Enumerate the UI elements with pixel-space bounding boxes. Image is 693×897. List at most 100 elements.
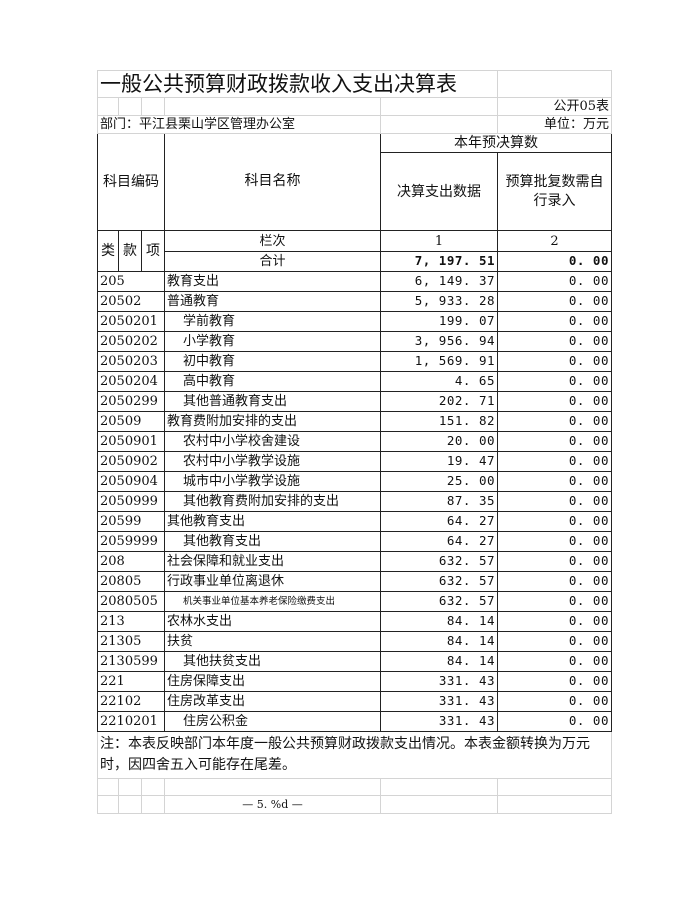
row-col1: 331. 43: [380, 691, 498, 712]
row-name: 小学教育: [164, 331, 381, 352]
department: 部门：平江县栗山学区管理办公室: [97, 115, 381, 134]
row-name: 初中教育: [164, 351, 381, 372]
row-name: 机关事业单位基本养老保险缴费支出: [164, 591, 381, 612]
header-code: 科目编码: [97, 133, 165, 231]
table-row: 221 住房保障支出 331. 43 0. 00: [97, 671, 612, 692]
row-col2: 0. 00: [497, 471, 612, 492]
row-name: 住房公积金: [164, 711, 381, 732]
row-code: 21305: [97, 631, 165, 652]
table-row: 2050202 小学教育 3, 956. 94 0. 00: [97, 331, 612, 352]
row-code: 2050202: [97, 331, 165, 352]
col2-no: 2: [497, 230, 612, 252]
row-col1: 84. 14: [380, 611, 498, 632]
row-col1: 5, 933. 28: [380, 291, 498, 312]
header-name: 科目名称: [164, 133, 381, 231]
row-col2: 0. 00: [497, 451, 612, 472]
header-xiang: 项: [141, 230, 165, 272]
header-col1: 决算支出数据: [380, 152, 498, 231]
row-col1: 64. 27: [380, 511, 498, 532]
row-col1: 87. 35: [380, 491, 498, 512]
row-code: 20502: [97, 291, 165, 312]
total-col2: 0. 00: [497, 251, 612, 272]
table-row: 208 社会保障和就业支出 632. 57 0. 00: [97, 551, 612, 572]
row-name: 住房保障支出: [164, 671, 381, 692]
row-col1: 202. 71: [380, 391, 498, 412]
row-col2: 0. 00: [497, 411, 612, 432]
table-row: 2050204 高中教育 4. 65 0. 00: [97, 371, 612, 392]
row-col1: 632. 57: [380, 571, 498, 592]
row-name: 住房改革支出: [164, 691, 381, 712]
row-col1: 4. 65: [380, 371, 498, 392]
page-title: 一般公共预算财政拨款收入支出决算表: [97, 70, 498, 98]
row-name: 农村中小学校舍建设: [164, 431, 381, 452]
row-code: 2050904: [97, 471, 165, 492]
table-row: 20509 教育费附加安排的支出 151. 82 0. 00: [97, 411, 612, 432]
row-col2: 0. 00: [497, 711, 612, 732]
column-no-label: 栏次: [164, 230, 381, 252]
row-col1: 19. 47: [380, 451, 498, 472]
row-code: 2050204: [97, 371, 165, 392]
row-col1: 632. 57: [380, 591, 498, 612]
table-row: 2050201 学前教育 199. 07 0. 00: [97, 311, 612, 332]
table-row: 205 教育支出 6, 149. 37 0. 00: [97, 271, 612, 292]
row-name: 行政事业单位离退休: [164, 571, 381, 592]
table-row: 22102 住房改革支出 331. 43 0. 00: [97, 691, 612, 712]
row-col1: 1, 569. 91: [380, 351, 498, 372]
row-col2: 0. 00: [497, 511, 612, 532]
table-row: 2210201 住房公积金 331. 43 0. 00: [97, 711, 612, 732]
row-col2: 0. 00: [497, 691, 612, 712]
row-col1: 84. 14: [380, 651, 498, 672]
total-col1: 7, 197. 51: [380, 251, 498, 272]
row-name: 教育费附加安排的支出: [164, 411, 381, 432]
row-col2: 0. 00: [497, 291, 612, 312]
row-col2: 0. 00: [497, 571, 612, 592]
row-col2: 0. 00: [497, 631, 612, 652]
row-name: 其他教育费附加安排的支出: [164, 491, 381, 512]
row-name: 高中教育: [164, 371, 381, 392]
unit: 单位：万元: [497, 115, 612, 134]
row-name: 学前教育: [164, 311, 381, 332]
row-col1: 25. 00: [380, 471, 498, 492]
row-name: 城市中小学教学设施: [164, 471, 381, 492]
row-name: 社会保障和就业支出: [164, 551, 381, 572]
row-col2: 0. 00: [497, 491, 612, 512]
row-col1: 6, 149. 37: [380, 271, 498, 292]
row-col1: 64. 27: [380, 531, 498, 552]
row-name: 农村中小学教学设施: [164, 451, 381, 472]
col1-no: 1: [380, 230, 498, 252]
row-col1: 151. 82: [380, 411, 498, 432]
row-name: 教育支出: [164, 271, 381, 292]
row-code: 2080505: [97, 591, 165, 612]
row-col2: 0. 00: [497, 531, 612, 552]
table-row: 2050203 初中教育 1, 569. 91 0. 00: [97, 351, 612, 372]
row-code: 20599: [97, 511, 165, 532]
row-code: 2059999: [97, 531, 165, 552]
row-name: 农林水支出: [164, 611, 381, 632]
row-col1: 3, 956. 94: [380, 331, 498, 352]
row-code: 2050999: [97, 491, 165, 512]
row-name: 其他教育支出: [164, 511, 381, 532]
table-row: 213 农林水支出 84. 14 0. 00: [97, 611, 612, 632]
table-row: 21305 扶贫 84. 14 0. 00: [97, 631, 612, 652]
row-code: 213: [97, 611, 165, 632]
row-code: 2050902: [97, 451, 165, 472]
footnote: 注：本表反映部门本年度一般公共预算财政拨款支出情况。本表金额转换为万元时，因四舍…: [97, 731, 612, 779]
row-col2: 0. 00: [497, 431, 612, 452]
row-name: 扶贫: [164, 631, 381, 652]
row-code: 2050299: [97, 391, 165, 412]
table-row: 2050902 农村中小学教学设施 19. 47 0. 00: [97, 451, 612, 472]
row-col2: 0. 00: [497, 271, 612, 292]
table-row: 2050901 农村中小学校舍建设 20. 00 0. 00: [97, 431, 612, 452]
table-row: 2050999 其他教育费附加安排的支出 87. 35 0. 00: [97, 491, 612, 512]
row-code: 2130599: [97, 651, 165, 672]
total-label: 合计: [164, 251, 381, 272]
table-row: 2050904 城市中小学教学设施 25. 00 0. 00: [97, 471, 612, 492]
row-col1: 632. 57: [380, 551, 498, 572]
row-code: 2050203: [97, 351, 165, 372]
row-col2: 0. 00: [497, 311, 612, 332]
row-col1: 20. 00: [380, 431, 498, 452]
budget-table: 一般公共预算财政拨款收入支出决算表 公开05表 部门：平江县栗山学区管理办公室 单…: [97, 70, 612, 814]
row-name: 其他教育支出: [164, 531, 381, 552]
row-col2: 0. 00: [497, 591, 612, 612]
table-row: 2130599 其他扶贫支出 84. 14 0. 00: [97, 651, 612, 672]
